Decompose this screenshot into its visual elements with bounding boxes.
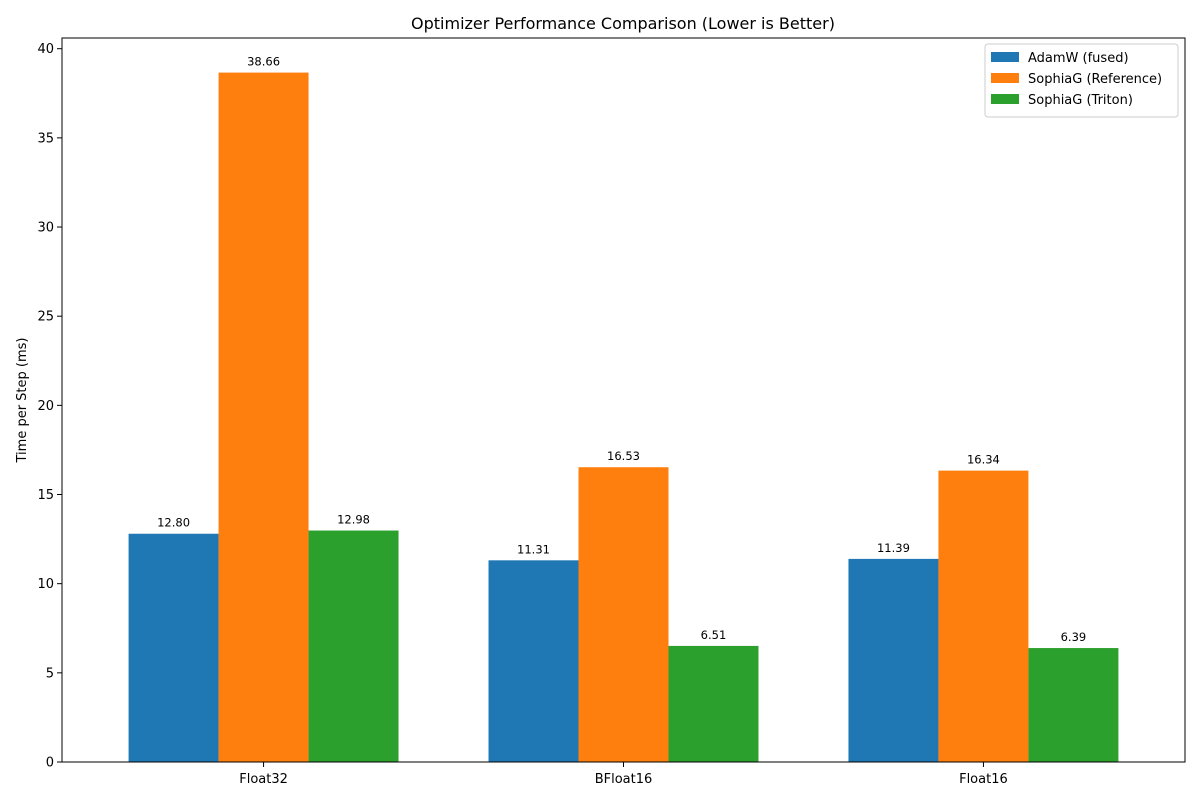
y-tick-label-0: 0 xyxy=(46,756,54,771)
x-tick-label-1: BFloat16 xyxy=(595,772,653,787)
bars-layer xyxy=(128,72,1119,762)
bar-0-1 xyxy=(488,560,579,762)
legend-frame xyxy=(984,43,1179,118)
legend: AdamW (fused) SophiaG (Reference) SophiaG … xyxy=(984,43,1179,118)
bar-2-1 xyxy=(668,645,759,762)
x-tick-label-0: Float32 xyxy=(239,772,288,787)
legend-swatch-0 xyxy=(991,52,1019,62)
chart-title: Optimizer Performance Comparison (Lower … xyxy=(411,14,835,33)
data-label-0-0: 12.80 xyxy=(157,516,190,530)
bar-1-2 xyxy=(938,470,1029,762)
data-label-2-2: 6.39 xyxy=(1061,630,1087,644)
y-tick-label-6: 30 xyxy=(37,221,54,236)
data-label-2-0: 12.98 xyxy=(337,513,370,527)
legend-swatch-2 xyxy=(991,94,1019,104)
y-tick-label-8: 40 xyxy=(37,42,54,57)
y-axis-label: Time per Step (ms) xyxy=(15,338,30,464)
y-tick-label-3: 15 xyxy=(37,488,54,503)
data-label-2-1: 6.51 xyxy=(701,628,727,642)
data-label-0-1: 11.31 xyxy=(517,542,550,556)
y-tick-label-5: 25 xyxy=(37,310,54,325)
data-labels-layer: 12.80 11.31 11.39 38.66 16.53 16.34 12.98 6.51 6… xyxy=(157,55,1086,644)
legend-swatch-1 xyxy=(991,73,1019,83)
y-tick-label-7: 35 xyxy=(37,131,54,146)
bar-2-0 xyxy=(308,530,399,762)
bar-1-1 xyxy=(578,467,669,762)
bar-0-2 xyxy=(848,558,939,762)
x-tick-label-2: Float16 xyxy=(959,772,1008,787)
legend-entry-1: SophiaG (Reference) xyxy=(1028,72,1162,87)
data-label-0-2: 11.39 xyxy=(877,541,910,555)
legend-entry-2: SophiaG (Triton) xyxy=(1028,93,1133,108)
bar-1-0 xyxy=(218,72,309,762)
y-tick-label-4: 20 xyxy=(37,399,54,414)
data-label-1-1: 16.53 xyxy=(607,449,640,463)
bar-0-0 xyxy=(128,533,219,762)
data-label-1-2: 16.34 xyxy=(967,453,1000,467)
y-tick-label-1: 5 xyxy=(46,666,54,681)
bar-2-2 xyxy=(1028,648,1119,762)
legend-entry-0: AdamW (fused) xyxy=(1028,51,1129,66)
axes-layer: 0 5 10 15 20 25 30 35 40 Float32 BFloat16 Float16 xyxy=(37,37,1186,787)
data-label-1-0: 38.66 xyxy=(247,55,280,69)
y-tick-label-2: 10 xyxy=(37,577,54,592)
